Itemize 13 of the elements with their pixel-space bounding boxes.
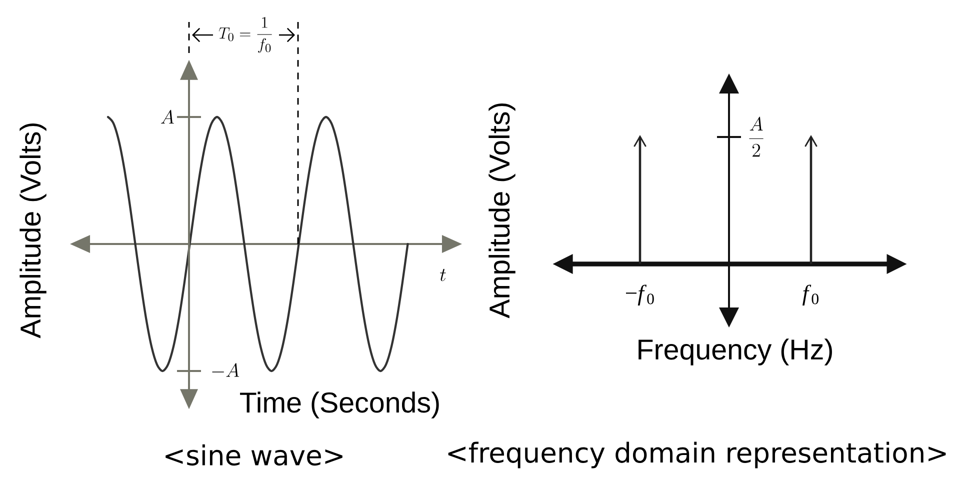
text: <sine wave> [166,444,342,466]
annotation: $\frac{A}{2}$ [749,116,764,157]
text: $t$ [440,268,446,282]
text: $T_0=\frac{1}{f_0}$ [218,17,272,53]
x-axis-title: Time (Seconds) [240,392,439,418]
y-axis-title: Amplitude (Volts) [20,123,46,338]
x-tick-label: f$_{0}$ [802,284,818,306]
text: <frequency domain representation> [448,442,946,468]
annotation: $-A$ [212,363,240,377]
x-axis-title: Frequency (Hz) [638,338,832,366]
y-axis-title: Amplitude (Volts) [488,103,516,318]
x-tick-label: −f$_{0}$ [626,284,654,306]
annotation: $A$ [160,110,174,124]
